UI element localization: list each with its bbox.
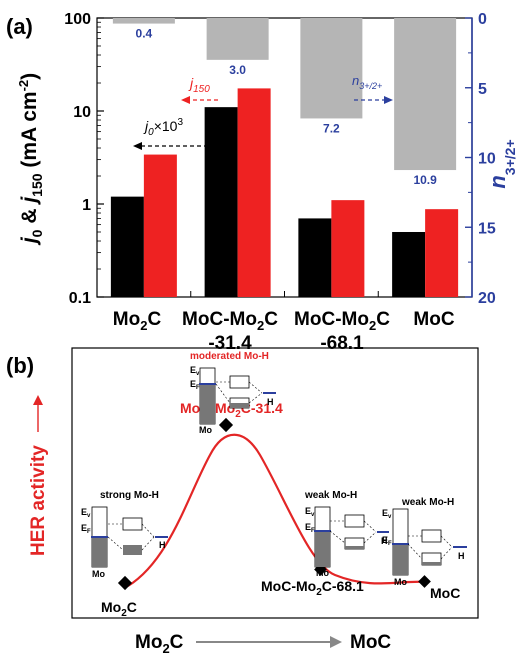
marker-moc: [418, 575, 431, 588]
svg-text:Mo: Mo: [316, 568, 329, 578]
panel-a-label: (a): [6, 14, 33, 39]
category-label-2: MoC-Mo2C -68.1: [294, 309, 390, 354]
band-schematic-weak-1: Ev EF Mo H: [305, 506, 389, 578]
y-right-tick-label-3: 15: [478, 220, 496, 237]
category-label-0: Mo2C: [113, 309, 162, 333]
y-axis-right-label: n3+/2+: [485, 139, 518, 188]
band-schematic-moderated: Ev EF Mo H: [190, 365, 276, 435]
annotation-j150: j150: [181, 75, 218, 104]
x-label-moc: MoC: [350, 632, 391, 653]
svg-text:-68.1: -68.1: [320, 333, 364, 354]
svg-text:Mo: Mo: [199, 425, 212, 435]
her-activity-label: HER activity: [28, 445, 49, 556]
svg-text:H: H: [381, 536, 388, 546]
x-label-mo2c: Mo2C: [135, 632, 184, 654]
bond-label-moderated: moderated Mo-H: [190, 351, 269, 362]
y-left-tick-label-2: 10: [73, 104, 91, 121]
svg-text:j150: j150: [188, 75, 210, 95]
point-label-moc-mo2c-68: MoC-Mo2C-68.1: [261, 578, 364, 598]
point-label-mo2c: Mo2C: [101, 599, 137, 619]
j0-bar-0: [110, 196, 144, 297]
n-value-label-1: 3.0: [229, 63, 246, 77]
n-bar-1: [206, 18, 269, 60]
svg-text:Ev: Ev: [305, 506, 315, 518]
svg-text:n3+/2+: n3+/2+: [485, 139, 518, 188]
n-bar-0: [112, 18, 175, 24]
n-bar-3: [394, 18, 457, 171]
svg-text:H: H: [159, 540, 166, 550]
svg-text:j0 & j150 (mA cm-2): j0 & j150 (mA cm-2): [16, 73, 45, 246]
svg-text:MoC-Mo2C: MoC-Mo2C: [182, 309, 278, 333]
point-label-moc: MoC: [430, 585, 460, 601]
j150-bar-0: [143, 154, 177, 297]
svg-text:j0×103: j0×103: [143, 117, 183, 138]
j150-bar-1: [237, 88, 271, 297]
svg-text:H: H: [267, 397, 274, 407]
svg-text:Mo2C: Mo2C: [113, 309, 162, 333]
panel-b-label: (b): [6, 353, 34, 378]
y-left-tick-label-3: 100: [64, 11, 91, 28]
y-left-tick-label-0: 0.1: [69, 290, 91, 307]
j0-bar-1: [204, 107, 238, 297]
y-right-tick-label-0: 0: [478, 11, 487, 28]
j0-bar-3: [392, 231, 426, 297]
bond-label-weak-2: weak Mo-H: [401, 497, 454, 508]
j0-bar-2: [298, 218, 332, 297]
annotation-j0: j0×103: [133, 117, 222, 150]
svg-text:EF: EF: [190, 379, 200, 391]
svg-text:Ev: Ev: [190, 365, 200, 377]
svg-text:n3+/2+: n3+/2+: [352, 73, 382, 91]
y-right-tick-label-4: 20: [478, 290, 496, 307]
marker-moc-mo2c-31: [218, 417, 234, 433]
j150-bar-3: [425, 209, 459, 297]
y-right-tick-label-1: 5: [478, 81, 487, 98]
y-right-tick-label-2: 10: [478, 151, 496, 168]
n-bar-2: [300, 18, 363, 119]
marker-mo2c: [117, 575, 133, 591]
bond-label-weak-1: weak Mo-H: [304, 490, 357, 501]
svg-text:Mo: Mo: [92, 569, 105, 579]
annotation-n: n3+/2+: [352, 73, 393, 104]
band-schematic-weak-2: Ev EF Mo H: [382, 508, 467, 587]
y-axis-left-label: j0 & j150 (mA cm-2): [16, 73, 45, 246]
svg-text:Ev: Ev: [382, 508, 392, 520]
volcano-curve: [127, 433, 427, 587]
category-label-3: MoC: [413, 309, 454, 330]
svg-text:-31.4: -31.4: [208, 333, 252, 354]
svg-text:EF: EF: [81, 523, 91, 535]
svg-text:H: H: [458, 551, 465, 561]
svg-text:EF: EF: [305, 522, 315, 534]
n-value-label-2: 7.2: [323, 121, 340, 135]
ticks-layer: 0.1 1 10 100 0 5 10 15 20: [64, 11, 496, 307]
svg-text:MoC: MoC: [413, 309, 454, 330]
her-activity-axis: HER activity: [28, 395, 49, 556]
svg-text:MoC-Mo2C: MoC-Mo2C: [294, 309, 390, 333]
right-arrow-icon: [330, 636, 342, 648]
category-label-1: MoC-Mo2C -31.4: [182, 309, 278, 354]
svg-text:Ev: Ev: [81, 507, 91, 519]
svg-text:EF: EF: [382, 535, 392, 547]
y-left-tick-label-1: 1: [82, 197, 91, 214]
j150-bar-2: [331, 200, 365, 297]
band-schematic-strong: Ev EF Mo H: [81, 506, 168, 579]
bond-label-strong: strong Mo-H: [100, 490, 159, 501]
svg-text:Mo: Mo: [394, 577, 407, 587]
panel-b-frame: [71, 347, 479, 619]
bars-layer: 0.4 3.0 7.2 10.9: [110, 18, 459, 297]
up-arrow-icon: [33, 395, 43, 405]
n-value-label-0: 0.4: [136, 27, 153, 41]
n-value-label-3: 10.9: [413, 173, 437, 187]
